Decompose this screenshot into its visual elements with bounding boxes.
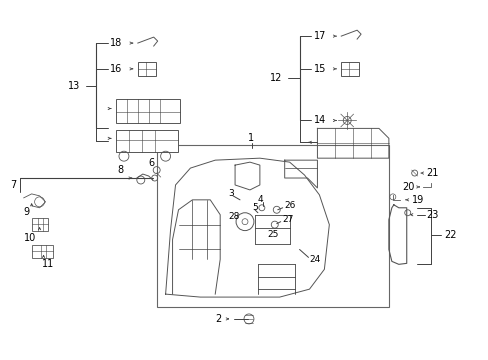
Text: 27: 27 [282,215,293,224]
Text: 2: 2 [215,314,221,324]
Text: 28: 28 [228,212,239,221]
Text: 19: 19 [411,195,423,205]
Text: 20: 20 [401,182,413,192]
Text: 11: 11 [41,259,54,269]
Bar [32,218,47,231]
Text: 4: 4 [257,195,263,204]
Text: 12: 12 [269,73,282,83]
Text: 9: 9 [24,207,30,217]
Text: 16: 16 [110,64,122,74]
Text: 26: 26 [284,201,295,210]
Text: 23: 23 [426,210,438,220]
Text: 15: 15 [313,64,325,74]
Bar [116,130,177,152]
Text: 18: 18 [110,38,122,48]
Text: 5: 5 [251,203,257,212]
Bar [138,62,155,76]
Text: 22: 22 [444,230,456,239]
Text: 8: 8 [117,165,123,175]
Text: 24: 24 [309,255,320,264]
Text: 14: 14 [313,116,325,126]
Text: 3: 3 [228,189,233,198]
Text: 10: 10 [24,233,36,243]
Bar [32,246,53,258]
Text: 13: 13 [68,81,81,91]
Text: 1: 1 [247,133,254,143]
Bar [341,62,358,76]
Bar [116,99,180,123]
Text: 6: 6 [148,158,155,168]
Text: 21: 21 [426,168,438,178]
Text: 25: 25 [267,230,279,239]
Bar [156,145,388,307]
Text: 7: 7 [10,180,16,190]
Text: 17: 17 [313,31,325,41]
